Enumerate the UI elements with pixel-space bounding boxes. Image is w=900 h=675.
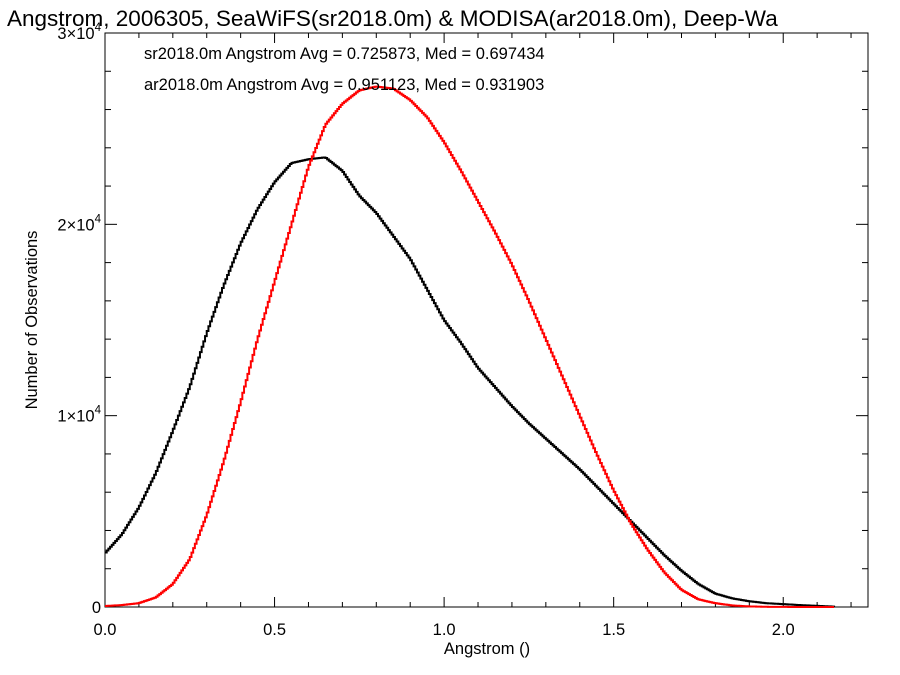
annotation-series-1: sr2018.0m Angstrom Avg = 0.725873, Med =… <box>144 45 545 63</box>
axis-ticks <box>104 32 868 608</box>
x-tick-labels: 0.0 0.5 1.0 1.5 2.0 <box>94 621 795 639</box>
y-tick-mantissa: 1×10 <box>57 408 94 426</box>
x-tick-label: 2.0 <box>772 621 795 639</box>
plot-area <box>104 32 869 608</box>
y-tick-mantissa: 3×10 <box>57 25 94 43</box>
chart-title: Angstrom, 2006305, SeaWiFS(sr2018.0m) & … <box>7 6 778 31</box>
x-tick-label: 1.0 <box>433 621 456 639</box>
x-tick-label: 1.5 <box>602 621 625 639</box>
series-line-1 <box>105 156 836 608</box>
x-tick-label: 0.0 <box>94 621 117 639</box>
y-tick-exponent: 4 <box>95 405 102 417</box>
y-tick-label: 1×104 <box>57 405 101 426</box>
y-tick-mantissa: 2×10 <box>57 216 94 234</box>
y-tick-label: 0 <box>92 599 101 617</box>
y-tick-exponent: 4 <box>95 213 102 225</box>
x-axis-label: Angstrom () <box>444 640 530 658</box>
y-tick-exponent: 4 <box>95 22 102 34</box>
series-line-2 <box>105 85 835 608</box>
x-tick-label: 0.5 <box>263 621 286 639</box>
annotation-series-2: ar2018.0m Angstrom Avg = 0.951123, Med =… <box>144 76 544 94</box>
series-group <box>105 85 836 608</box>
y-tick-label: 3×104 <box>57 22 101 43</box>
y-tick-label: 2×104 <box>57 213 101 234</box>
y-axis-label: Number of Observations <box>23 231 41 410</box>
